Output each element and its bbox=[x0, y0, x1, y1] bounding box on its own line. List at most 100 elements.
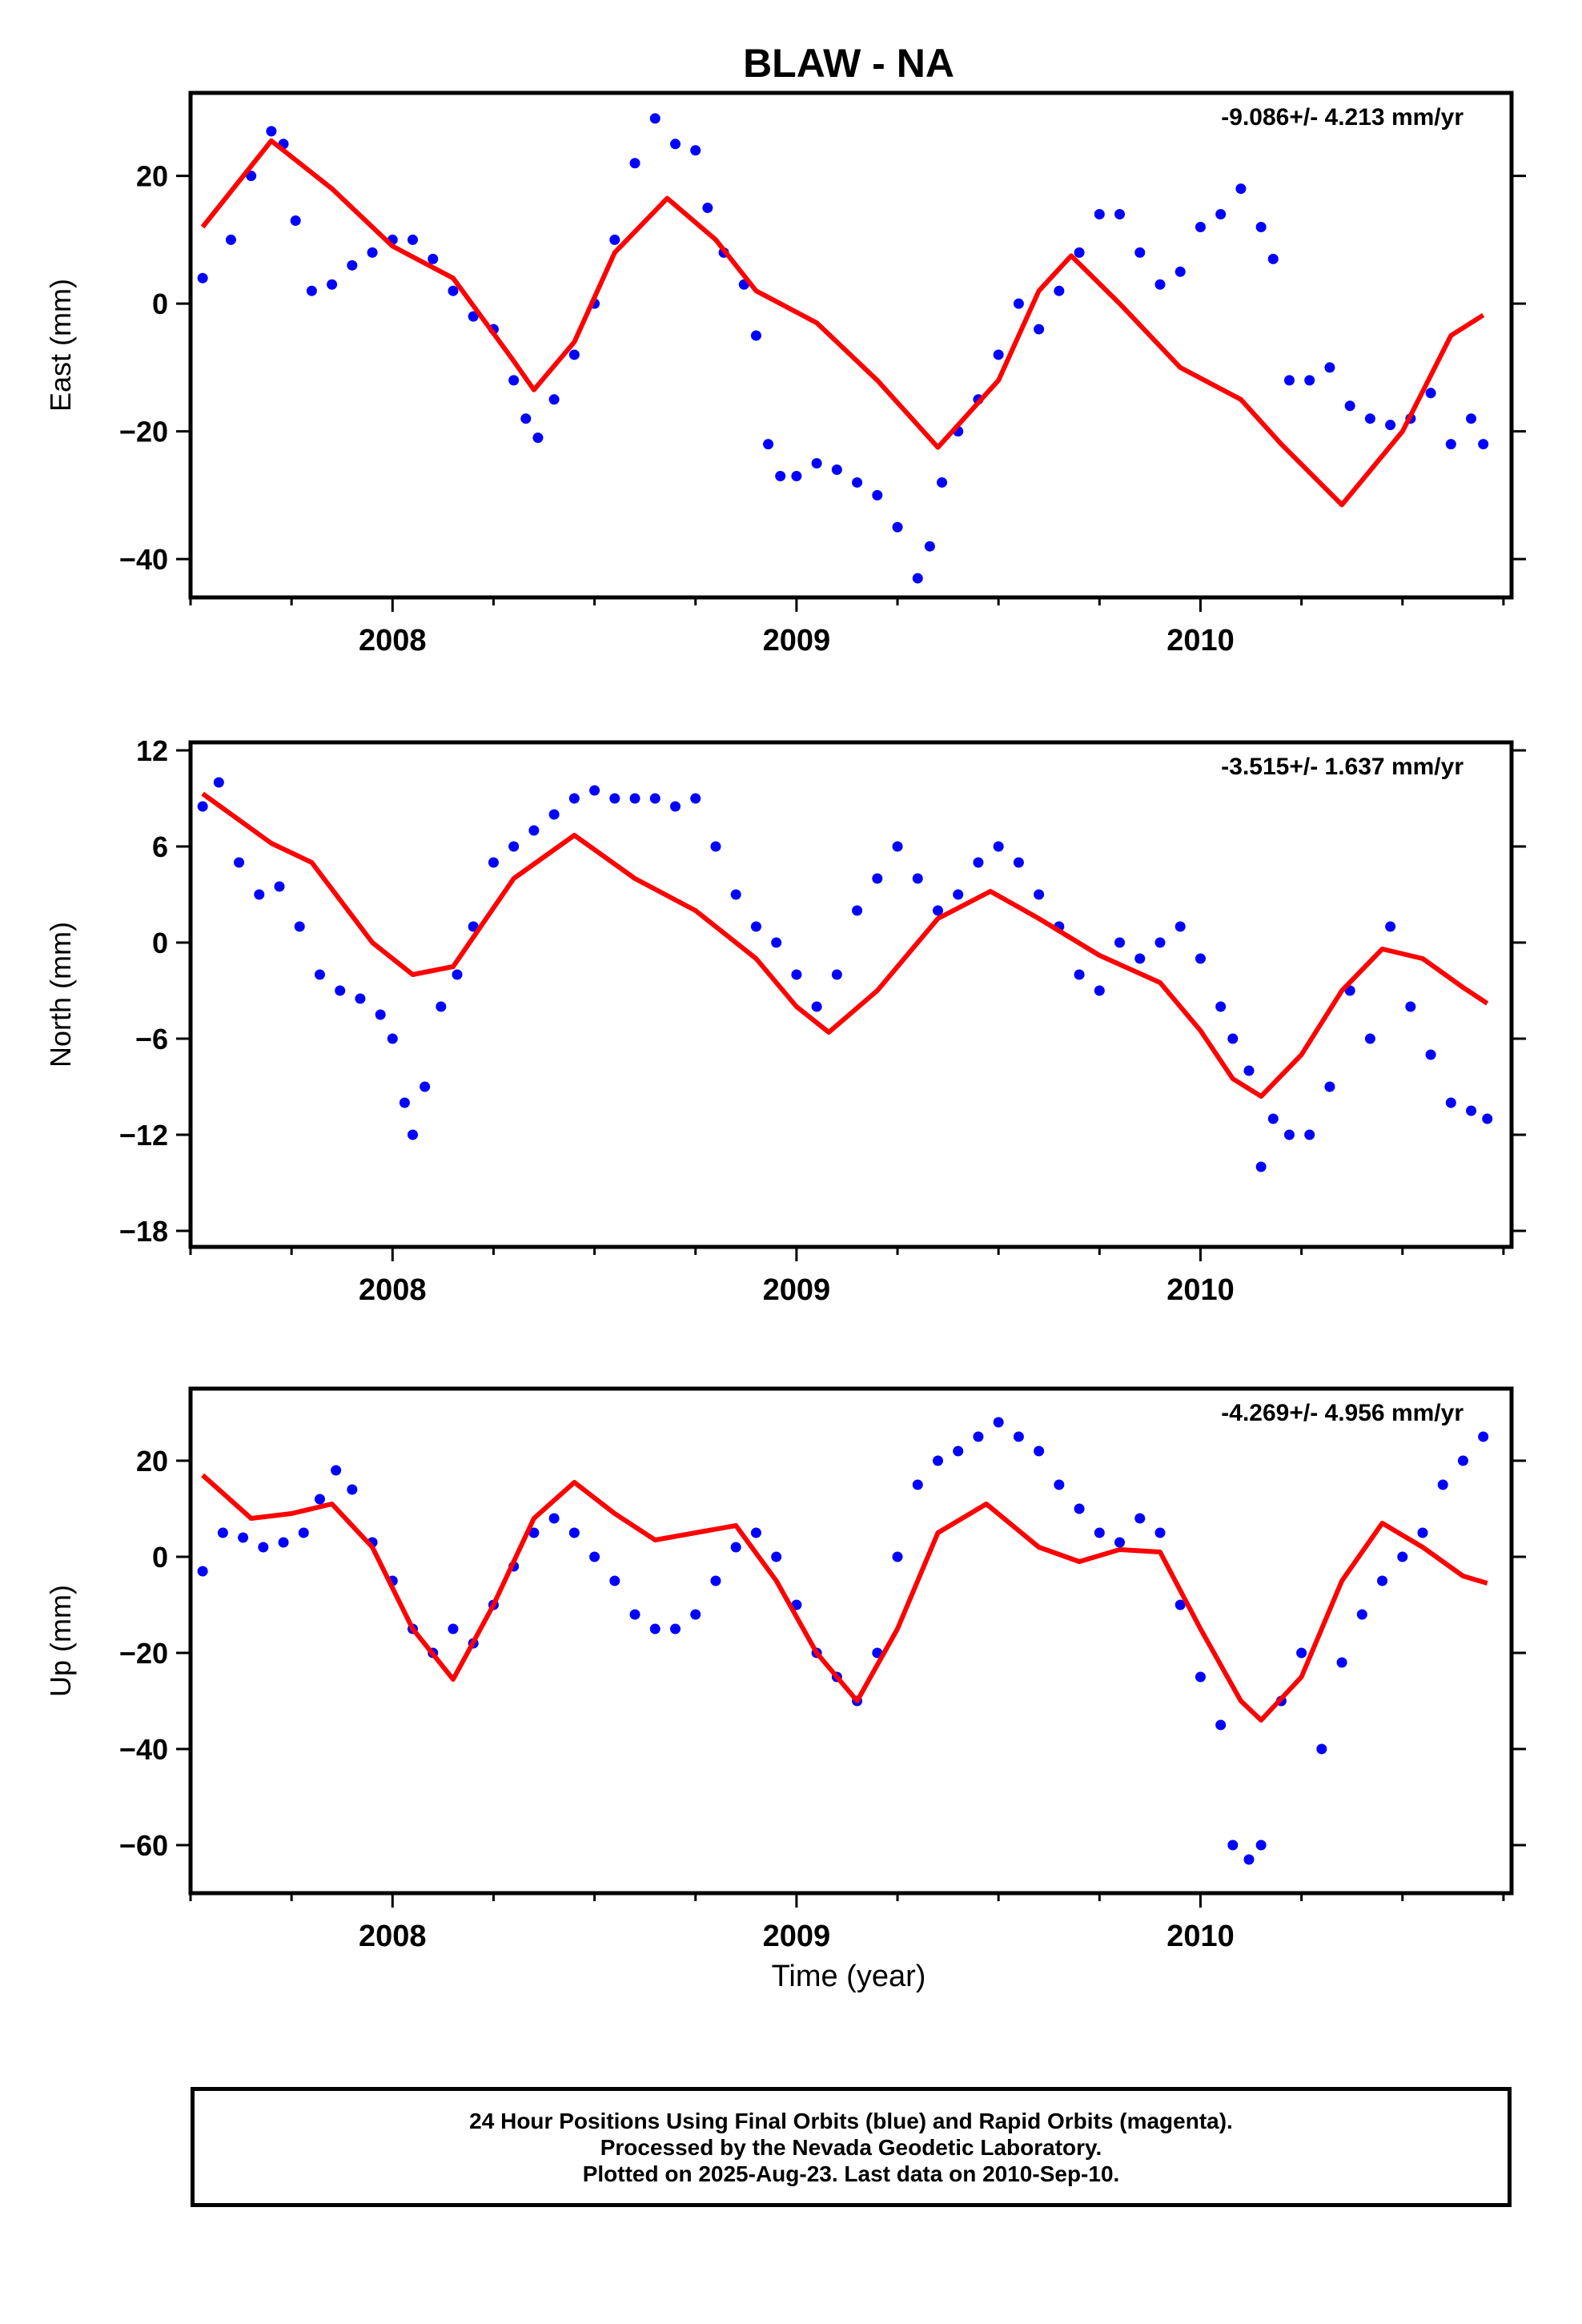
data-point bbox=[1344, 400, 1355, 412]
data-point bbox=[750, 1527, 761, 1538]
data-point bbox=[710, 841, 721, 852]
data-point bbox=[1466, 1105, 1477, 1116]
y-tick-label: −18 bbox=[119, 1215, 168, 1248]
data-point bbox=[1013, 857, 1024, 868]
data-point bbox=[532, 432, 544, 444]
y-tick-label: −40 bbox=[119, 1733, 168, 1766]
data-point bbox=[690, 1609, 701, 1620]
data-point bbox=[937, 476, 948, 488]
data-point bbox=[387, 1033, 398, 1044]
y-tick-label: 12 bbox=[136, 734, 168, 767]
data-point bbox=[1114, 209, 1126, 220]
data-point bbox=[629, 1609, 640, 1620]
data-point bbox=[730, 1542, 741, 1553]
data-point bbox=[1195, 221, 1206, 232]
data-point bbox=[1364, 1033, 1375, 1044]
data-point bbox=[436, 1001, 447, 1012]
data-point bbox=[912, 573, 923, 584]
data-point bbox=[953, 1445, 964, 1457]
data-point bbox=[408, 1129, 419, 1140]
data-point bbox=[217, 1527, 228, 1538]
data-point bbox=[1094, 1527, 1105, 1538]
data-point bbox=[225, 234, 236, 245]
data-point bbox=[1364, 413, 1375, 424]
data-points bbox=[197, 113, 1489, 584]
data-point bbox=[1195, 1671, 1206, 1683]
data-point bbox=[609, 1575, 620, 1586]
model-curve bbox=[201, 1473, 1488, 1723]
data-point bbox=[213, 777, 224, 788]
data-point bbox=[197, 801, 208, 812]
x-tick-label: 2010 bbox=[1166, 1273, 1235, 1307]
y-tick-label: 0 bbox=[152, 927, 168, 959]
data-point bbox=[1283, 1129, 1295, 1140]
data-point bbox=[609, 234, 620, 245]
data-point bbox=[1134, 1513, 1146, 1524]
data-point bbox=[1013, 1431, 1024, 1442]
data-point bbox=[347, 1484, 358, 1495]
data-point bbox=[428, 253, 439, 264]
data-point bbox=[1174, 921, 1186, 932]
data-point bbox=[831, 969, 842, 980]
data-point bbox=[1074, 969, 1085, 980]
data-point bbox=[1478, 1431, 1489, 1442]
data-point bbox=[1154, 1527, 1166, 1538]
data-point bbox=[258, 1542, 269, 1553]
x-axis-label: Time (year) bbox=[772, 1960, 926, 1993]
data-point bbox=[468, 311, 479, 322]
data-point bbox=[254, 889, 265, 900]
data-point bbox=[589, 1551, 600, 1562]
data-point bbox=[1425, 1049, 1436, 1060]
caption-box: 24 Hour Positions Using Final Orbits (bl… bbox=[191, 2087, 1512, 2207]
data-point bbox=[872, 489, 883, 501]
data-point bbox=[1283, 375, 1295, 386]
data-point bbox=[690, 793, 701, 804]
data-point bbox=[892, 521, 903, 533]
caption-line-3: Plotted on 2025-Aug-23. Last data on 201… bbox=[582, 2161, 1120, 2186]
x-tick-label: 2010 bbox=[1166, 624, 1235, 657]
data-point bbox=[702, 203, 713, 214]
data-point bbox=[528, 825, 540, 836]
data-point bbox=[973, 857, 984, 868]
data-point bbox=[1296, 1647, 1307, 1659]
data-point bbox=[1094, 985, 1105, 996]
data-point bbox=[548, 809, 560, 820]
plot-frame bbox=[188, 90, 1514, 600]
x-tick-label: 2008 bbox=[359, 624, 427, 657]
data-point bbox=[1377, 1575, 1388, 1586]
chart-title: BLAW - NA bbox=[743, 41, 954, 86]
data-point bbox=[649, 793, 661, 804]
data-point bbox=[1114, 1537, 1126, 1548]
rate-label: -3.515+/- 1.637 mm/yr bbox=[1221, 754, 1464, 780]
data-point bbox=[1174, 266, 1186, 277]
data-point bbox=[1417, 1527, 1428, 1538]
data-point bbox=[306, 285, 317, 296]
data-point bbox=[1336, 1657, 1347, 1668]
data-point bbox=[294, 921, 305, 932]
y-tick-label: −60 bbox=[119, 1829, 168, 1862]
y-tick-label: −20 bbox=[119, 1637, 168, 1670]
data-point bbox=[1094, 209, 1105, 220]
data-point bbox=[609, 793, 620, 804]
data-point bbox=[468, 921, 479, 932]
data-point bbox=[298, 1527, 309, 1538]
data-point bbox=[1013, 298, 1024, 309]
data-point bbox=[1437, 1479, 1448, 1490]
data-point bbox=[852, 476, 863, 488]
x-tick-label: 2009 bbox=[763, 624, 831, 657]
data-point bbox=[508, 375, 520, 386]
data-point bbox=[1397, 1551, 1408, 1562]
data-point bbox=[831, 464, 842, 476]
data-point bbox=[973, 1431, 984, 1442]
data-point bbox=[1215, 1719, 1227, 1731]
data-point bbox=[670, 139, 681, 150]
data-point bbox=[690, 145, 701, 156]
data-points bbox=[197, 777, 1493, 1172]
data-point bbox=[670, 801, 681, 812]
data-point bbox=[1356, 1609, 1367, 1620]
data-point bbox=[1385, 921, 1396, 932]
data-point bbox=[1445, 439, 1456, 450]
data-point bbox=[1215, 1001, 1227, 1012]
data-point bbox=[1154, 279, 1166, 290]
data-point bbox=[234, 857, 245, 868]
